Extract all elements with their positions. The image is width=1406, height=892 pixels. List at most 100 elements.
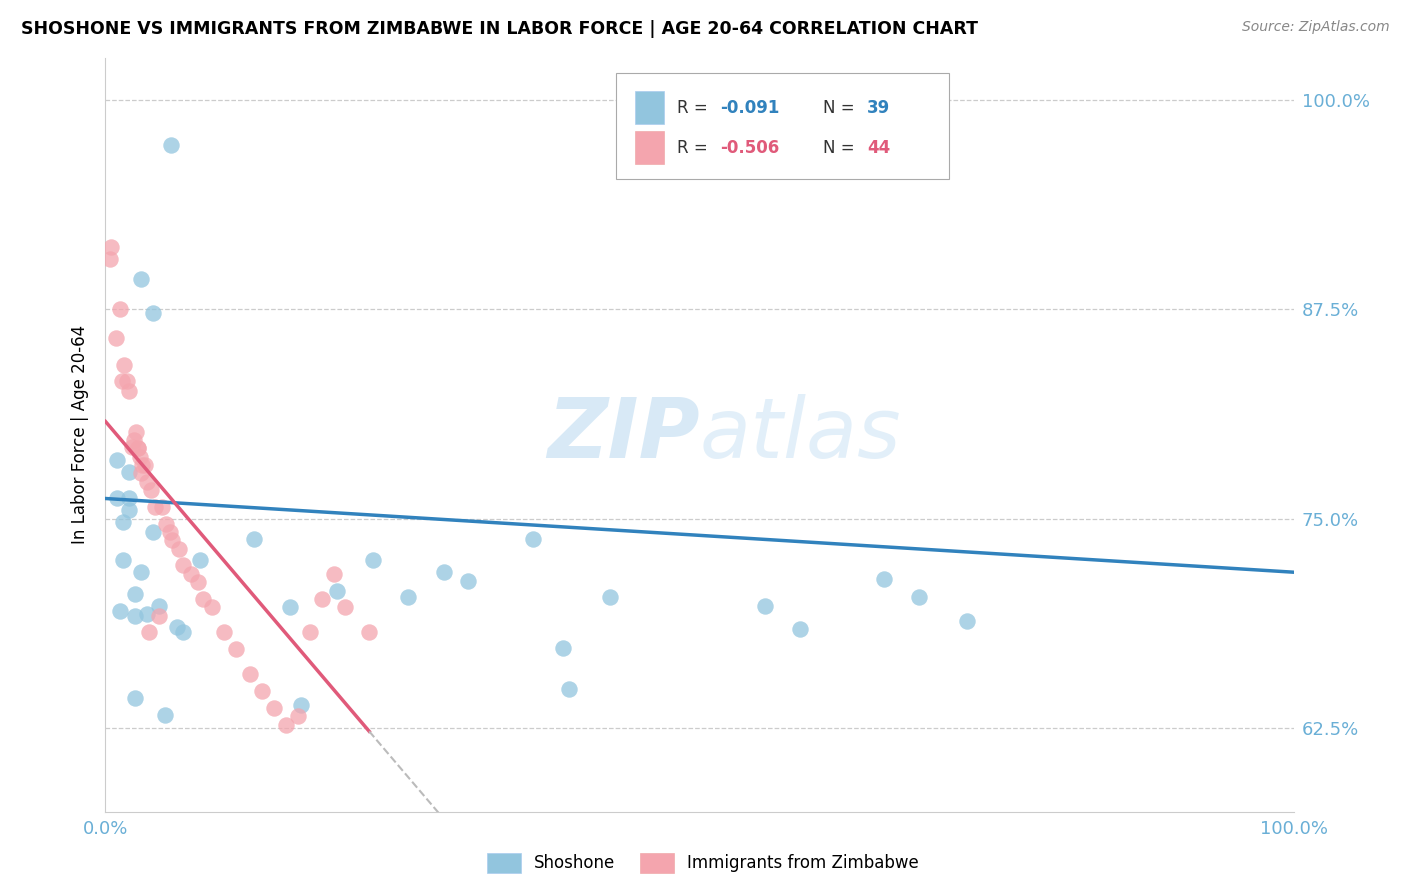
Point (190, 553, 212, 567)
Point (142, 524, 165, 539)
Point (105, 331, 128, 345)
Point (108, 302, 131, 317)
Point (129, 450, 152, 464)
Point (956, 614, 979, 628)
Point (243, 532, 266, 546)
Point (139, 483, 162, 497)
Point (326, 583, 349, 598)
FancyBboxPatch shape (636, 91, 664, 124)
Point (118, 384, 141, 399)
Text: atlas: atlas (700, 394, 901, 475)
Point (167, 541, 190, 556)
Point (160, 533, 183, 548)
Point (143, 500, 166, 514)
Point (298, 625, 321, 640)
Point (115, 374, 138, 388)
Point (98, 252, 121, 266)
Point (152, 500, 174, 514)
Point (599, 591, 621, 605)
Point (172, 625, 194, 640)
Point (225, 642, 247, 657)
Point (124, 587, 146, 601)
Point (558, 682, 581, 697)
Point (142, 305, 165, 319)
Point (290, 698, 312, 712)
Point (127, 442, 149, 456)
Point (201, 600, 224, 615)
Text: SHOSHONE VS IMMIGRANTS FROM ZIMBABWE IN LABOR FORCE | AGE 20-64 CORRELATION CHAR: SHOSHONE VS IMMIGRANTS FROM ZIMBABWE IN … (21, 20, 979, 37)
Point (134, 458, 156, 472)
FancyBboxPatch shape (616, 73, 949, 178)
Point (111, 374, 134, 388)
Point (278, 600, 301, 615)
Point (789, 622, 811, 636)
Point (129, 467, 152, 481)
Text: -0.506: -0.506 (720, 138, 779, 157)
Point (214, 625, 236, 640)
Point (118, 491, 141, 506)
Text: N =: N = (823, 138, 860, 157)
Point (872, 572, 894, 586)
Point (287, 709, 309, 723)
Point (124, 690, 146, 705)
Point (166, 620, 188, 634)
Point (108, 604, 131, 618)
Point (112, 553, 135, 567)
Point (129, 272, 152, 286)
Point (114, 358, 136, 372)
Point (335, 600, 357, 615)
Point (180, 566, 202, 581)
Text: R =: R = (676, 138, 713, 157)
Point (359, 625, 381, 640)
Point (239, 667, 262, 681)
Point (136, 475, 159, 489)
Y-axis label: In Labor Force | Age 20-64: In Labor Force | Age 20-64 (72, 326, 90, 544)
Point (148, 608, 170, 623)
Point (187, 575, 209, 590)
Legend: Shoshone, Immigrants from Zimbabwe: Shoshone, Immigrants from Zimbabwe (481, 847, 925, 880)
Point (908, 591, 931, 605)
Point (122, 433, 145, 447)
Point (121, 440, 143, 454)
Point (100, 240, 122, 254)
Point (136, 607, 159, 621)
Point (125, 425, 148, 439)
Point (127, 442, 149, 456)
Point (129, 565, 152, 579)
Point (191, 592, 214, 607)
Point (274, 717, 297, 731)
Point (322, 566, 344, 581)
Text: R =: R = (676, 99, 713, 117)
Point (457, 574, 479, 588)
Point (124, 608, 146, 623)
Text: 44: 44 (868, 138, 890, 157)
Point (754, 599, 776, 613)
Text: 39: 39 (868, 99, 890, 117)
Point (138, 625, 160, 640)
Point (522, 532, 544, 546)
Point (112, 515, 135, 529)
Point (396, 591, 419, 605)
Point (263, 701, 285, 715)
Point (131, 458, 153, 472)
Point (433, 565, 456, 579)
Point (361, 553, 384, 567)
Point (153, 707, 176, 722)
Text: Source: ZipAtlas.com: Source: ZipAtlas.com (1241, 20, 1389, 34)
Text: ZIP: ZIP (547, 394, 700, 475)
Point (252, 684, 274, 698)
FancyBboxPatch shape (636, 131, 664, 164)
Point (148, 599, 170, 613)
Point (172, 558, 194, 573)
Point (311, 592, 333, 607)
Point (105, 491, 128, 506)
Point (118, 503, 141, 517)
Point (551, 640, 574, 655)
Point (155, 516, 177, 531)
Point (159, 138, 181, 153)
Point (105, 453, 128, 467)
Text: N =: N = (823, 99, 860, 117)
Point (159, 524, 181, 539)
Point (118, 465, 141, 479)
Text: -0.091: -0.091 (720, 99, 779, 117)
